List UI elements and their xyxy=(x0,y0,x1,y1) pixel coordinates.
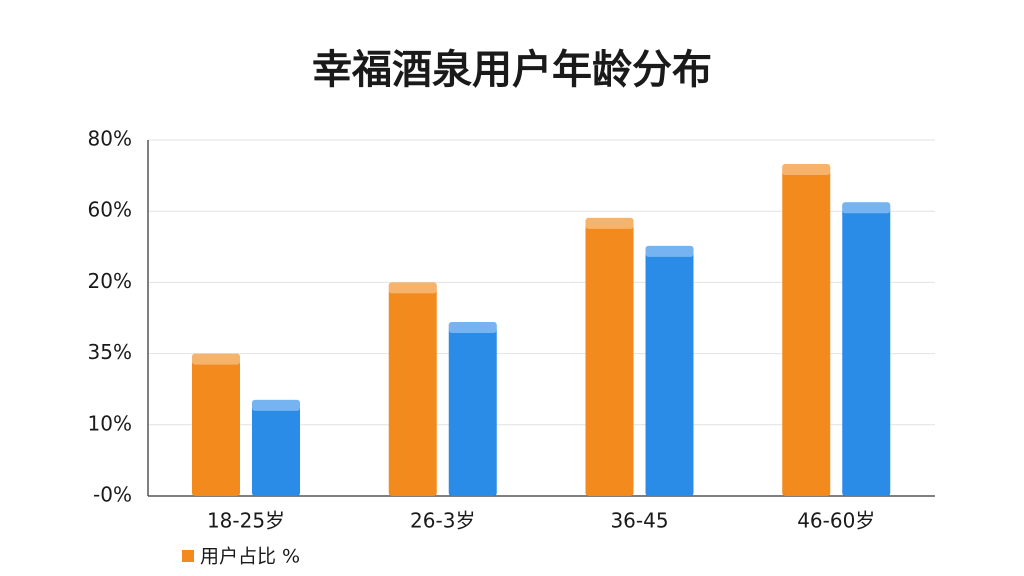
bar-cap xyxy=(585,217,634,229)
x-tick-label: 18-25岁 xyxy=(207,509,285,533)
bar-cap xyxy=(842,202,891,214)
bar xyxy=(782,164,831,496)
y-tick-label: -0% xyxy=(93,483,132,507)
y-tick-label: 35% xyxy=(88,340,132,364)
bar-cap xyxy=(645,245,694,257)
bar xyxy=(252,399,300,496)
x-tick-label: 46-60岁 xyxy=(797,509,875,533)
legend-label: 用户占比 % xyxy=(200,546,300,568)
bar-cap xyxy=(252,399,300,411)
bar xyxy=(388,282,437,496)
bar-cap xyxy=(448,322,497,334)
y-tick-label: 80% xyxy=(88,127,132,151)
chart-title: 幸福酒泉用户年龄分布 xyxy=(312,47,712,93)
bar-cap xyxy=(782,164,831,176)
bar xyxy=(645,245,694,496)
legend-swatch xyxy=(182,550,194,562)
x-tick-label: 26-3岁 xyxy=(410,509,475,533)
y-tick-label: 60% xyxy=(88,198,132,222)
bar xyxy=(585,217,634,496)
bar xyxy=(192,353,240,496)
y-tick-label: 20% xyxy=(88,269,132,293)
bar xyxy=(448,322,497,496)
bar-cap xyxy=(192,353,240,365)
bar xyxy=(842,202,891,497)
bar-cap xyxy=(388,282,437,294)
x-tick-label: 36-45 xyxy=(610,509,668,533)
y-tick-label: 10% xyxy=(88,411,132,435)
